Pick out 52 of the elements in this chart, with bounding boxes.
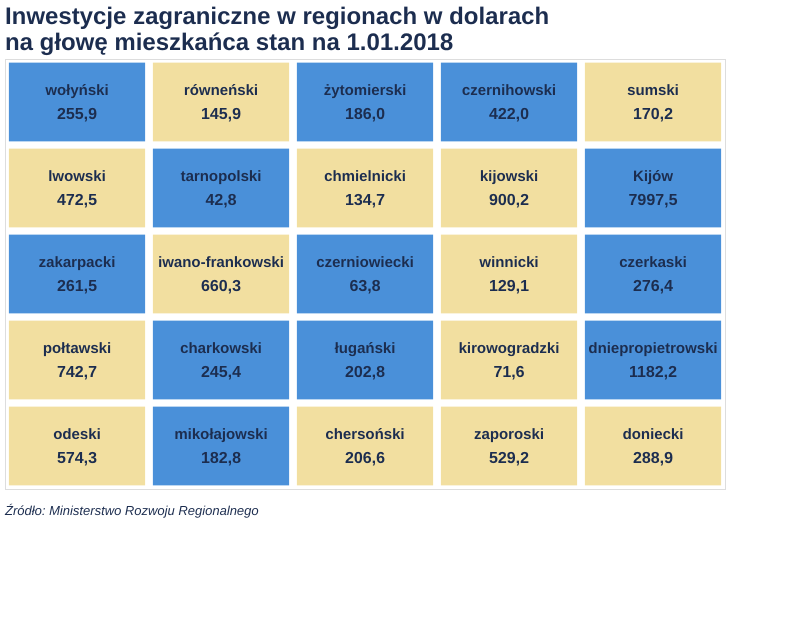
data-label: 63,8 [349,278,381,295]
text: Inwestycje zagraniczne w regionach w dolarach na głowę mieszkańca stan na 1.01.2018 [5,3,550,56]
data-label: 472,5 [56,192,98,209]
category-label: winnicki [478,254,539,271]
text: Źródło: Ministerstwo Rozwoju Regionalnego [4,503,259,518]
category-label: połtawski [42,340,112,357]
data-label: 145,9 [200,106,242,123]
data-label: 129,1 [488,278,530,295]
category-label: odeski [53,426,101,443]
data-label: 182,8 [200,450,242,467]
category-label: mikołajowski [174,426,268,443]
category-label: chmielnicki [324,168,406,185]
category-label: kirowogradzki [458,340,560,357]
category-label: iwano-frankowski [158,254,284,271]
data-label: 170,2 [632,106,674,123]
data-label: 261,5 [56,278,98,295]
data-label: 134,7 [344,192,386,209]
category-label: ługański [334,340,396,357]
category-label: tarnopolski [180,168,262,185]
data-label: 276,4 [632,278,674,295]
data-label: 660,3 [200,278,242,295]
data-label: 7997,5 [628,192,678,209]
category-label: kijowski [480,168,538,185]
category-label: doniecki [622,426,684,443]
data-label: 422,0 [488,106,530,123]
data-label: 900,2 [488,192,530,209]
category-label: wołyński [44,82,109,99]
category-label: dniepropietrowski [588,340,718,357]
category-label: czernihowski [462,82,556,99]
data-label: 71,6 [493,364,525,381]
data-label: 1182,2 [628,364,678,381]
category-label: zaporoski [474,426,544,443]
data-label: 255,9 [56,106,98,123]
category-label: charkowski [180,340,262,357]
category-label: żytomierski [324,82,406,99]
category-label: czerniowiecki [316,254,414,271]
data-label: 186,0 [344,106,386,123]
category-label: chersoński [325,426,405,443]
data-label: 574,3 [56,450,98,467]
data-label: 742,7 [56,364,98,381]
data-label: 288,9 [632,450,674,467]
category-label: sumski [627,82,679,99]
category-label: Kijów [633,168,674,185]
data-label: 206,6 [344,450,386,467]
data-label: 529,2 [488,450,530,467]
category-label: równeński [184,82,258,99]
data-label: 245,4 [200,364,242,381]
category-label: czerkaski [619,254,687,271]
category-label: zakarpacki [38,254,116,271]
category-label: lwowski [48,168,106,185]
data-label: 202,8 [344,364,386,381]
data-label: 42,8 [205,192,237,209]
